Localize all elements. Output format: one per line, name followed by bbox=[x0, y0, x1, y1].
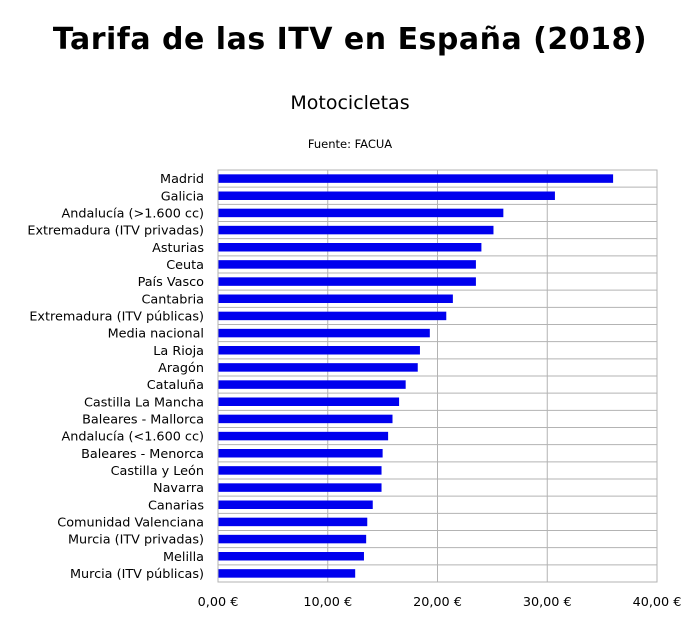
category-label: Melilla bbox=[163, 550, 204, 565]
bar bbox=[218, 534, 367, 544]
category-label: Andalucía (>1.600 cc) bbox=[62, 206, 204, 221]
bar bbox=[218, 380, 406, 389]
x-tick-label: 30,00 € bbox=[523, 595, 572, 610]
category-label: Cantabria bbox=[141, 292, 204, 307]
category-labels: Madrid Galicia Andalucía (>1.600 cc) Extrem… bbox=[27, 172, 204, 582]
bar bbox=[218, 414, 393, 424]
category-label: Asturias bbox=[152, 241, 204, 256]
category-label: Canarias bbox=[148, 498, 204, 513]
bar bbox=[218, 346, 420, 355]
x-tick-label: 0,00 € bbox=[198, 595, 239, 610]
category-label: Galicia bbox=[161, 189, 204, 204]
category-label: Murcia (ITV públicas) bbox=[70, 567, 204, 582]
category-label: La Rioja bbox=[153, 344, 204, 359]
bar bbox=[218, 449, 383, 458]
x-tick-label: 40,00 € bbox=[633, 595, 682, 610]
bar bbox=[218, 260, 476, 269]
chart-subtitle: Motocicletas bbox=[290, 92, 410, 114]
category-label: Andalucía (<1.600 cc) bbox=[62, 430, 204, 445]
bar bbox=[218, 517, 368, 527]
plot-frame bbox=[217, 169, 658, 583]
bar bbox=[218, 431, 389, 441]
bar bbox=[218, 277, 476, 286]
category-label: Extremadura (ITV privadas) bbox=[27, 224, 204, 239]
category-label: Castilla y León bbox=[111, 464, 204, 479]
source-note: Fuente: FACUA bbox=[307, 137, 393, 151]
bar bbox=[218, 191, 555, 200]
category-label: Cataluña bbox=[147, 378, 204, 393]
category-label: Comunidad Valenciana bbox=[57, 515, 204, 530]
bar bbox=[218, 500, 373, 509]
bar bbox=[218, 243, 482, 252]
bar bbox=[218, 466, 382, 475]
bar bbox=[218, 552, 364, 561]
bar bbox=[218, 397, 400, 406]
bar bbox=[218, 483, 382, 492]
category-label: Madrid bbox=[160, 172, 204, 187]
category-label: Ceuta bbox=[166, 258, 204, 273]
category-label: País Vasco bbox=[138, 275, 205, 290]
bars bbox=[218, 174, 614, 578]
category-label: Murcia (ITV privadas) bbox=[68, 533, 204, 548]
x-tick-label: 10,00 € bbox=[303, 595, 352, 610]
category-label: Navarra bbox=[153, 481, 204, 496]
bar bbox=[218, 294, 453, 303]
bar bbox=[218, 311, 447, 321]
category-label: Extremadura (ITV públicas) bbox=[29, 309, 204, 324]
bar bbox=[218, 225, 494, 235]
x-tick-label: 20,00 € bbox=[413, 595, 462, 610]
category-label: Castilla La Mancha bbox=[84, 395, 204, 410]
category-label: Baleares - Mallorca bbox=[82, 412, 204, 427]
bar bbox=[218, 174, 614, 183]
category-label: Aragón bbox=[158, 361, 204, 376]
bar bbox=[218, 328, 430, 338]
bar bbox=[218, 569, 356, 578]
x-axis-ticks: 0,00 € 10,00 € 20,00 € 30,00 € 40,00 € bbox=[198, 595, 682, 610]
bar bbox=[218, 363, 418, 372]
chart-title: Tarifa de las ITV en España (2018) bbox=[52, 22, 648, 57]
category-label: Baleares - Menorca bbox=[81, 447, 204, 462]
bar bbox=[218, 208, 504, 218]
category-label: Media nacional bbox=[108, 327, 204, 342]
